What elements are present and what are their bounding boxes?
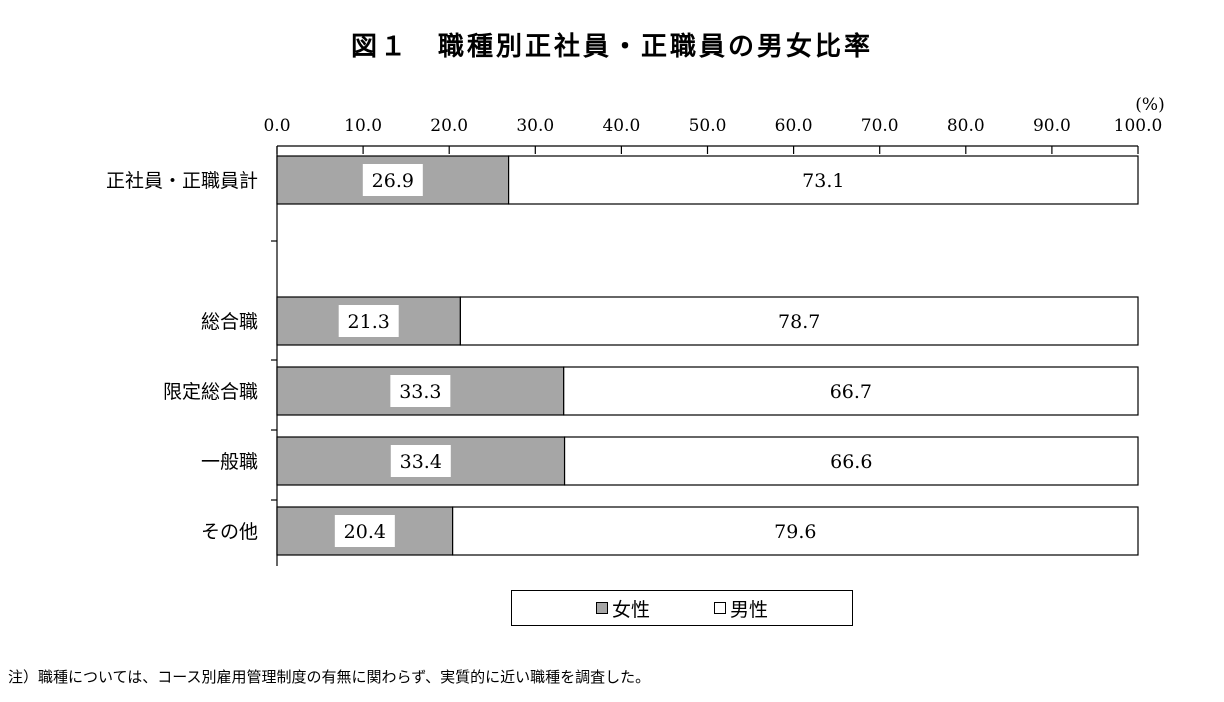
legend: 女性 男性	[511, 590, 853, 626]
bar-male	[452, 506, 1139, 556]
x-tick-label: 90.0	[1033, 116, 1071, 136]
x-tick-label: 70.0	[861, 116, 899, 136]
chart-title: 図１ 職種別正社員・正職員の男女比率	[350, 32, 873, 62]
bar-male	[459, 296, 1139, 346]
data-label-male: 79.6	[774, 521, 816, 543]
legend-label-male: 男性	[730, 598, 769, 621]
bar-male	[508, 155, 1139, 205]
footnote: 注）職種については、コース別雇用管理制度の有無に関わらず、実質的に近い職種を調査…	[8, 668, 651, 686]
data-label-bg	[362, 164, 423, 196]
x-tick-label: 60.0	[775, 116, 813, 136]
x-tick-label: 20.0	[430, 116, 468, 136]
data-label-male: 73.1	[802, 170, 844, 192]
x-tick-label: 80.0	[947, 116, 985, 136]
x-tick-label: 50.0	[689, 116, 727, 136]
legend-swatch-male	[714, 602, 726, 614]
x-tick-label: 40.0	[602, 116, 640, 136]
category-label: 一般職	[201, 451, 258, 473]
category-label: その他	[201, 521, 258, 543]
data-label-male: 66.6	[830, 451, 872, 473]
data-label-bg	[390, 375, 451, 407]
x-tick-label: 100.0	[1114, 116, 1163, 136]
x-tick-label: 10.0	[344, 116, 382, 136]
category-label: 総合職	[201, 311, 258, 333]
data-label-female: 21.3	[348, 311, 390, 333]
legend-item-female: 女性	[595, 595, 650, 622]
category-label: 正社員・正職員計	[106, 170, 258, 192]
bar-male	[563, 436, 1139, 486]
data-label-female: 26.9	[372, 170, 414, 192]
data-label-female: 33.3	[399, 381, 441, 403]
legend-label-female: 女性	[611, 598, 650, 621]
x-tick-label: 30.0	[516, 116, 554, 136]
x-tick-label: 0.0	[263, 116, 290, 136]
data-label-male: 78.7	[778, 311, 820, 333]
data-label-bg	[334, 515, 395, 547]
unit-label: (%)	[1135, 95, 1164, 115]
data-label-female: 20.4	[344, 521, 386, 543]
data-label-female: 33.4	[400, 451, 442, 473]
category-label: 限定総合職	[163, 381, 258, 403]
legend-item-male: 男性	[714, 595, 768, 622]
bar-male	[563, 366, 1139, 416]
legend-swatch-female	[595, 602, 608, 614]
data-label-bg	[338, 305, 399, 337]
data-label-male: 66.7	[830, 381, 872, 403]
data-label-bg	[390, 445, 451, 477]
